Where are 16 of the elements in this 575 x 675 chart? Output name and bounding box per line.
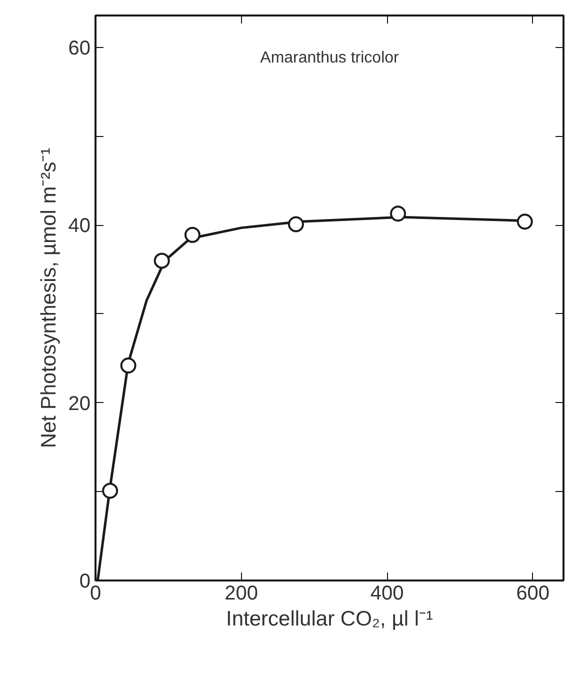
x-tick-label: 600 — [516, 582, 550, 604]
y-axis-title: Net Photosynthesis, µmol m⁻²s⁻¹ — [37, 148, 60, 448]
point — [184, 226, 200, 243]
point — [102, 482, 118, 499]
x-axis-title: Intercellular CO₂, µl l⁻¹ — [226, 608, 433, 630]
annotation: Amaranthus tricolor — [260, 49, 400, 66]
x-tick-label: 400 — [370, 582, 404, 604]
point — [120, 358, 136, 374]
point — [154, 252, 170, 269]
y-tick-label: 40 — [68, 215, 91, 238]
point — [288, 216, 304, 232]
point — [390, 206, 406, 222]
point — [516, 214, 533, 230]
y-tick-label: 60 — [68, 37, 91, 60]
x-tick-label: 200 — [224, 582, 258, 604]
y-tick-label: 20 — [68, 392, 91, 415]
